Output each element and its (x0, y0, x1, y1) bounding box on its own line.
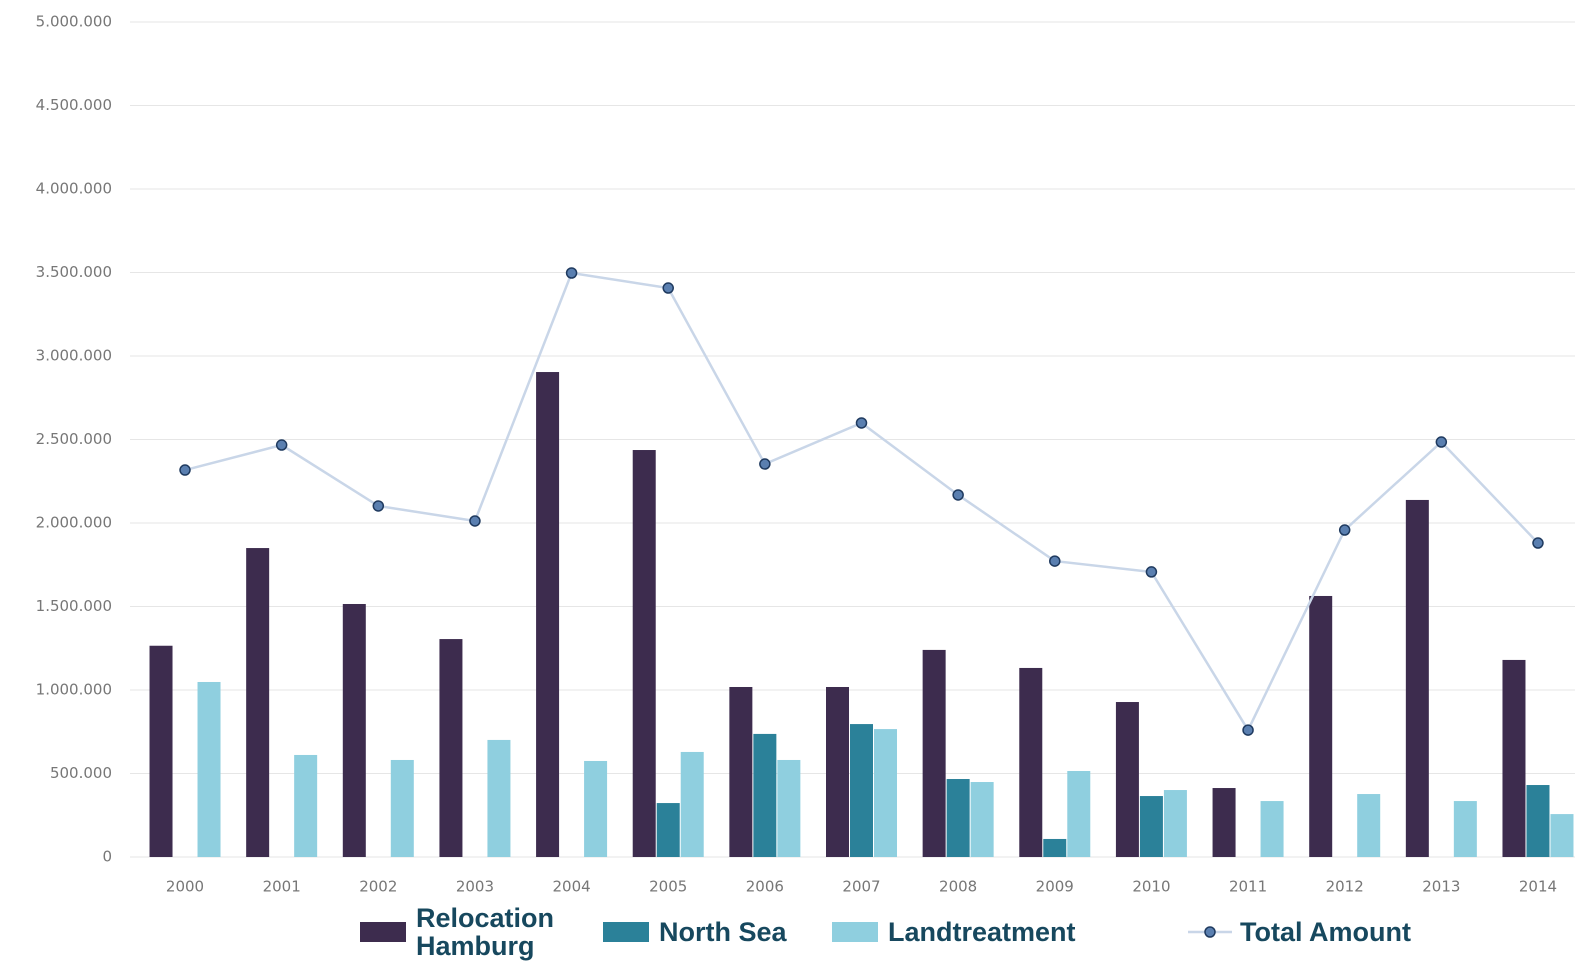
marker (372, 500, 385, 512)
x-tick-label: 2010 (1132, 878, 1170, 896)
legend-marker (1204, 926, 1216, 938)
bar (439, 639, 463, 857)
bar (197, 681, 221, 857)
x-tick-label: 2009 (1036, 878, 1074, 896)
x-tick-label: 2011 (1229, 878, 1267, 896)
bar (1067, 770, 1091, 857)
bar (729, 686, 753, 857)
legend-swatch (603, 922, 649, 942)
marker (1145, 566, 1158, 578)
y-tick-label: 5.000.000 (36, 13, 112, 31)
bar (946, 779, 970, 857)
y-tick-label: 2.000.000 (36, 514, 112, 532)
bar (1043, 838, 1067, 857)
x-tick-label: 2014 (1519, 878, 1557, 896)
bar (874, 729, 897, 857)
legend-rect (603, 922, 649, 942)
x-tick-label: 2004 (552, 878, 590, 896)
y-tick-label: 4.000.000 (36, 180, 112, 198)
bar (656, 803, 680, 857)
legend-swatch (1188, 926, 1232, 938)
y-tick-label: 2.500.000 (36, 430, 112, 448)
x-tick-label: 2000 (166, 878, 204, 896)
y-tick-label: 0 (102, 848, 112, 866)
x-tick-label: 2002 (359, 878, 397, 896)
bar (1019, 667, 1043, 857)
x-tick-label: 2005 (649, 878, 687, 896)
marker (1532, 537, 1544, 549)
y-tick-label: 500.000 (50, 764, 112, 782)
bar (1139, 796, 1163, 857)
bar (584, 760, 608, 857)
line (184, 271, 1539, 733)
legend-item: Landtreatment (832, 918, 1076, 946)
legend-label: Relocation Hamburg (416, 903, 555, 961)
legend-label: Total Amount (1240, 917, 1411, 947)
bar (632, 450, 656, 857)
chart: 0 500.000 1.000.000 1.500.000 2.000.000 2.500… (36, 13, 1575, 896)
legend-item: North Sea (603, 918, 787, 946)
legend-swatch (832, 922, 878, 942)
bar (922, 649, 946, 857)
marker (759, 458, 771, 470)
marker (179, 464, 191, 476)
bar (1212, 788, 1236, 857)
bar (1115, 702, 1139, 857)
bar (1550, 814, 1574, 857)
marker (952, 489, 964, 501)
marker (469, 515, 481, 527)
y-tick-label: 1.500.000 (36, 597, 112, 615)
y-tick-label: 3.500.000 (36, 263, 112, 281)
bar (1357, 794, 1381, 857)
marker (1435, 436, 1448, 448)
bar (246, 548, 270, 857)
x-tick-label: 2008 (939, 878, 977, 896)
legend-item: Total Amount (1188, 918, 1411, 946)
bar (342, 603, 366, 857)
bar (970, 782, 994, 857)
marker (1049, 555, 1061, 567)
bar (1526, 785, 1550, 857)
y-tick-label: 4.500.000 (36, 96, 112, 114)
bar (826, 686, 849, 857)
legend: Relocation Hamburg North Sea Landtreatment… (0, 902, 1575, 976)
bar (777, 759, 801, 857)
bar (1260, 801, 1284, 857)
bar (1453, 801, 1477, 857)
x-tick-label: 2012 (1326, 878, 1364, 896)
y-tick-label: 1.000.000 (36, 681, 112, 699)
x-tick-label: 2013 (1422, 878, 1460, 896)
marker (662, 282, 674, 294)
bar (753, 733, 777, 857)
bar (1405, 499, 1429, 857)
bar (149, 645, 173, 857)
y-tick-label: 3.000.000 (36, 347, 112, 365)
legend-rect (832, 922, 878, 942)
x-tick-label: 2007 (842, 878, 880, 896)
marker (855, 417, 868, 429)
legend-label: North Sea (659, 917, 787, 947)
bar (850, 724, 873, 857)
x-tick-label: 2003 (456, 878, 494, 896)
x-tick-label: 2006 (746, 878, 784, 896)
marker (565, 267, 578, 279)
bar (680, 751, 704, 857)
marker (1338, 524, 1351, 536)
bar (390, 759, 414, 857)
bar (487, 739, 511, 857)
x-tick-label: 2001 (263, 878, 301, 896)
legend-item: Relocation Hamburg (360, 904, 586, 960)
marker (275, 439, 288, 451)
bar (536, 372, 560, 857)
bar (1502, 659, 1526, 857)
marker (1242, 724, 1254, 736)
legend-label: Landtreatment (888, 917, 1076, 947)
bar (1309, 595, 1333, 857)
legend-rect (360, 922, 406, 942)
legend-swatch (360, 922, 406, 942)
bar (1163, 790, 1187, 857)
bar (294, 754, 318, 857)
